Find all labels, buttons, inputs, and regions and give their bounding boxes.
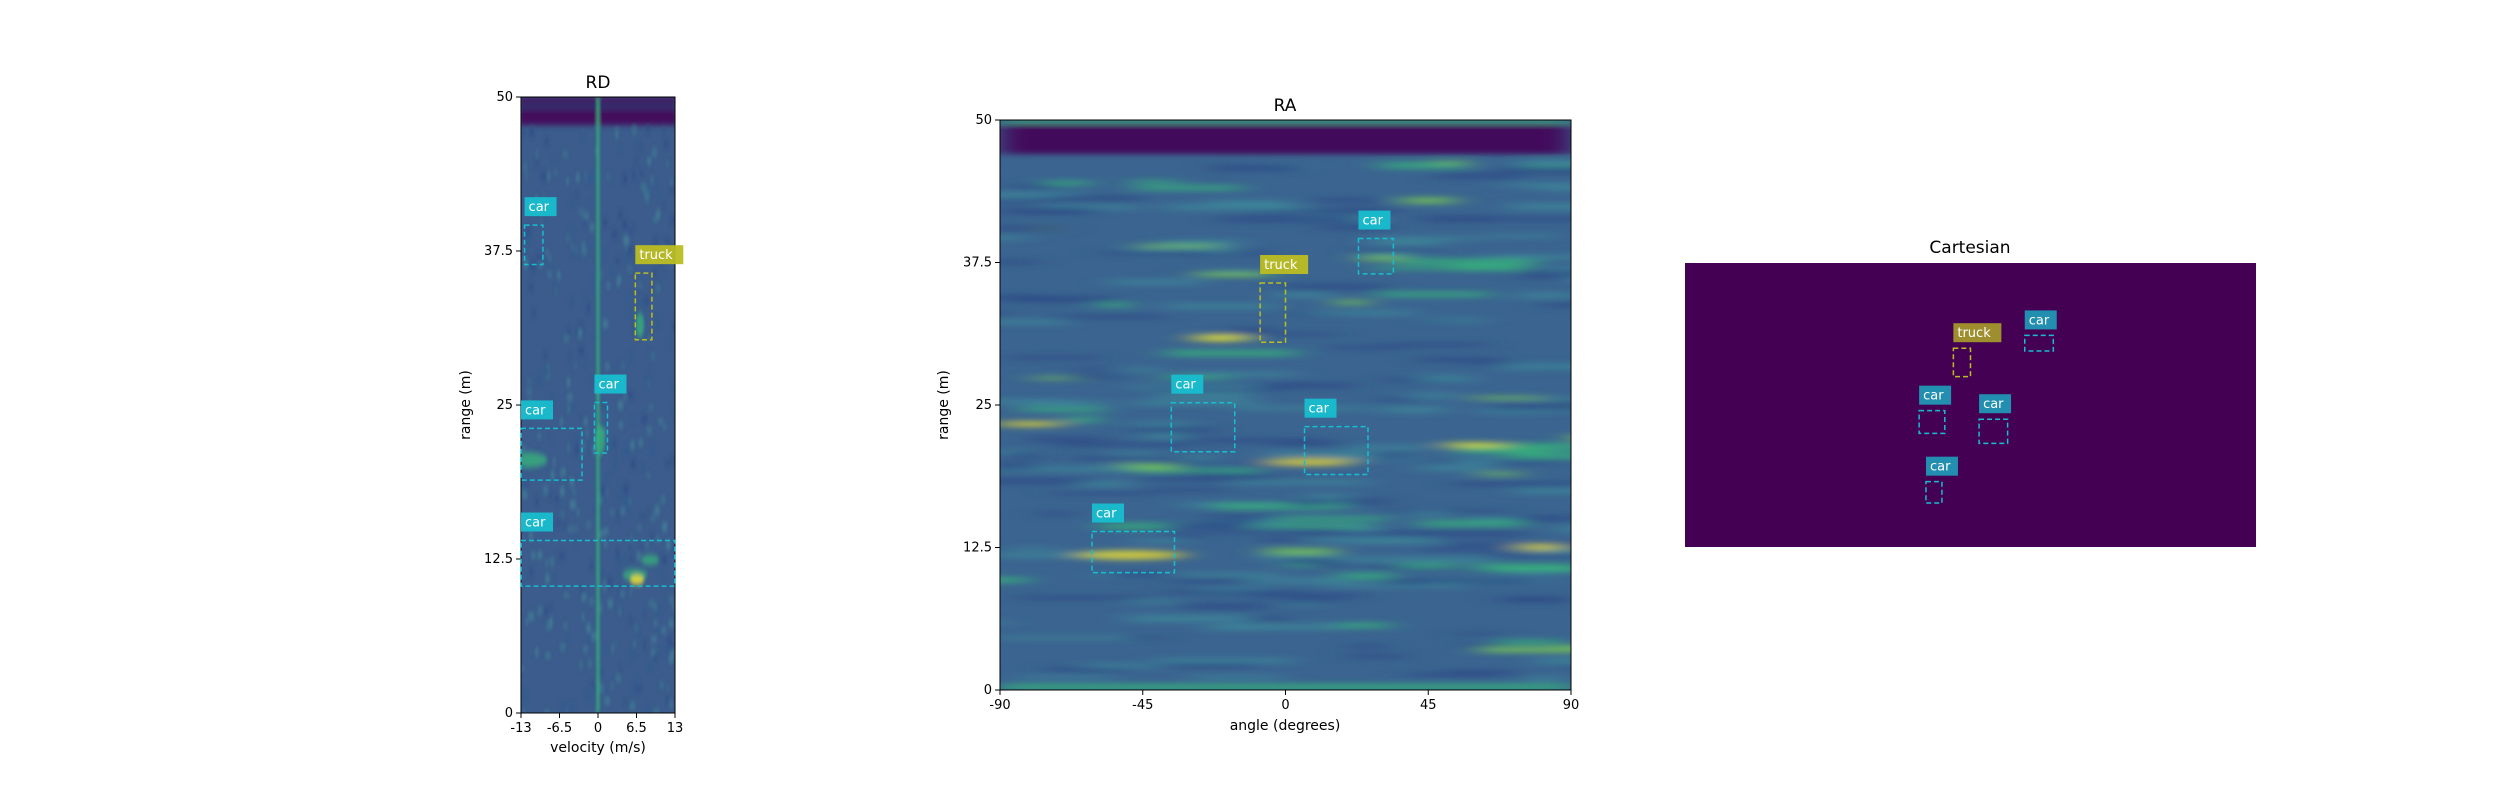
cartesian-detections: truck car car car car bbox=[1918, 310, 2057, 504]
cartesian-title: Cartesian bbox=[1929, 238, 2010, 258]
detection-label-bg bbox=[594, 374, 627, 394]
rd-title: RD bbox=[586, 73, 611, 93]
detection-box-car bbox=[2023, 334, 2055, 352]
ra-axes: -90 -45 0 45 90 0 12.5 25 37.5 50 bbox=[963, 113, 1579, 713]
x-tick-label: -13 bbox=[510, 721, 531, 736]
detection-box-truck bbox=[634, 272, 653, 341]
detection-label-car: car bbox=[529, 200, 550, 215]
detection-label-car: car bbox=[1983, 397, 2004, 412]
x-tick-label: -90 bbox=[989, 698, 1010, 713]
detection-label-bg bbox=[2024, 310, 2057, 330]
x-tick-label: 6.5 bbox=[626, 721, 647, 736]
detection-label-truck: truck bbox=[639, 248, 673, 263]
detection-label-bg bbox=[1953, 323, 2002, 343]
detection-box-car bbox=[520, 539, 676, 587]
y-tick-label: 37.5 bbox=[963, 256, 992, 271]
detection-label-bg bbox=[1979, 394, 2012, 414]
detection-label-bg bbox=[521, 400, 553, 420]
detection-box-car bbox=[1925, 480, 1943, 504]
y-tick-label: 12.5 bbox=[484, 552, 513, 567]
cartesian-panel: Cartesian truck car car car car bbox=[1685, 238, 2256, 547]
x-tick-label: 13 bbox=[667, 721, 684, 736]
detection-box-car bbox=[1918, 409, 1946, 435]
detection-label-car: car bbox=[1175, 378, 1196, 393]
detection-box-car bbox=[1091, 530, 1176, 574]
detection-label-bg bbox=[524, 197, 557, 217]
rd-axes: -13 -6.5 0 6.5 13 0 12.5 25 37.5 50 bbox=[484, 90, 683, 736]
detection-label-bg bbox=[1358, 210, 1391, 230]
detection-label-bg bbox=[1304, 398, 1337, 418]
y-tick-label: 25 bbox=[496, 398, 513, 413]
x-tick-label: 90 bbox=[1563, 698, 1580, 713]
detection-label-car: car bbox=[1309, 402, 1330, 417]
detection-label-car: car bbox=[1362, 214, 1383, 229]
y-tick-label: 50 bbox=[496, 90, 513, 105]
rd-y-axis-label: range (m) bbox=[458, 370, 474, 440]
rd-panel: RD -13 -6.5 0 6.5 13 0 12.5 25 37.5 50 car car car t… bbox=[458, 73, 684, 756]
detection-box-car bbox=[1357, 237, 1395, 275]
x-tick-label: -45 bbox=[1132, 698, 1153, 713]
detection-label-bg bbox=[521, 512, 553, 532]
detection-box-car bbox=[1170, 401, 1236, 453]
ra-y-axis-label: range (m) bbox=[936, 370, 952, 440]
x-tick-label: -6.5 bbox=[547, 721, 572, 736]
detection-label-bg bbox=[1919, 385, 1952, 405]
detection-label-truck: truck bbox=[1264, 258, 1298, 273]
x-tick-label: 0 bbox=[1281, 698, 1289, 713]
cartesian-map bbox=[1685, 263, 2256, 547]
ra-x-axis-label: angle (degrees) bbox=[1230, 718, 1341, 734]
detection-label-bg bbox=[1925, 456, 1958, 476]
detection-label-bg bbox=[1171, 374, 1204, 394]
detection-label-car: car bbox=[598, 378, 619, 393]
detection-label-car: car bbox=[1930, 460, 1951, 475]
y-tick-label: 25 bbox=[975, 398, 992, 413]
detection-label-car: car bbox=[525, 403, 546, 418]
detection-box-car bbox=[523, 224, 544, 266]
detection-box-car bbox=[1978, 418, 2009, 445]
detection-label-car: car bbox=[1923, 389, 1944, 404]
y-tick-label: 37.5 bbox=[484, 244, 513, 259]
detection-label-car: car bbox=[1096, 507, 1117, 522]
rd-detections: car car car truck car bbox=[520, 197, 684, 587]
x-tick-label: 45 bbox=[1420, 698, 1437, 713]
detection-box-truck bbox=[1259, 282, 1287, 344]
detection-label-bg bbox=[1091, 503, 1124, 523]
y-tick-label: 50 bbox=[975, 113, 992, 128]
detection-label-car: car bbox=[2029, 313, 2050, 328]
ra-heatmap bbox=[1000, 120, 1571, 690]
detection-label-bg bbox=[635, 245, 684, 265]
ra-detections: car car truck car car bbox=[1091, 210, 1395, 574]
ra-title: RA bbox=[1274, 96, 1297, 116]
detection-label-truck: truck bbox=[1957, 326, 1991, 341]
y-tick-label: 0 bbox=[505, 706, 513, 721]
y-tick-label: 0 bbox=[984, 683, 992, 698]
rd-x-axis-label: velocity (m/s) bbox=[550, 740, 646, 756]
y-tick-label: 12.5 bbox=[963, 541, 992, 556]
detection-box-truck bbox=[1952, 347, 1972, 378]
x-tick-label: 0 bbox=[594, 721, 602, 736]
detection-label-car: car bbox=[525, 516, 546, 531]
detection-label-bg bbox=[1260, 255, 1309, 275]
